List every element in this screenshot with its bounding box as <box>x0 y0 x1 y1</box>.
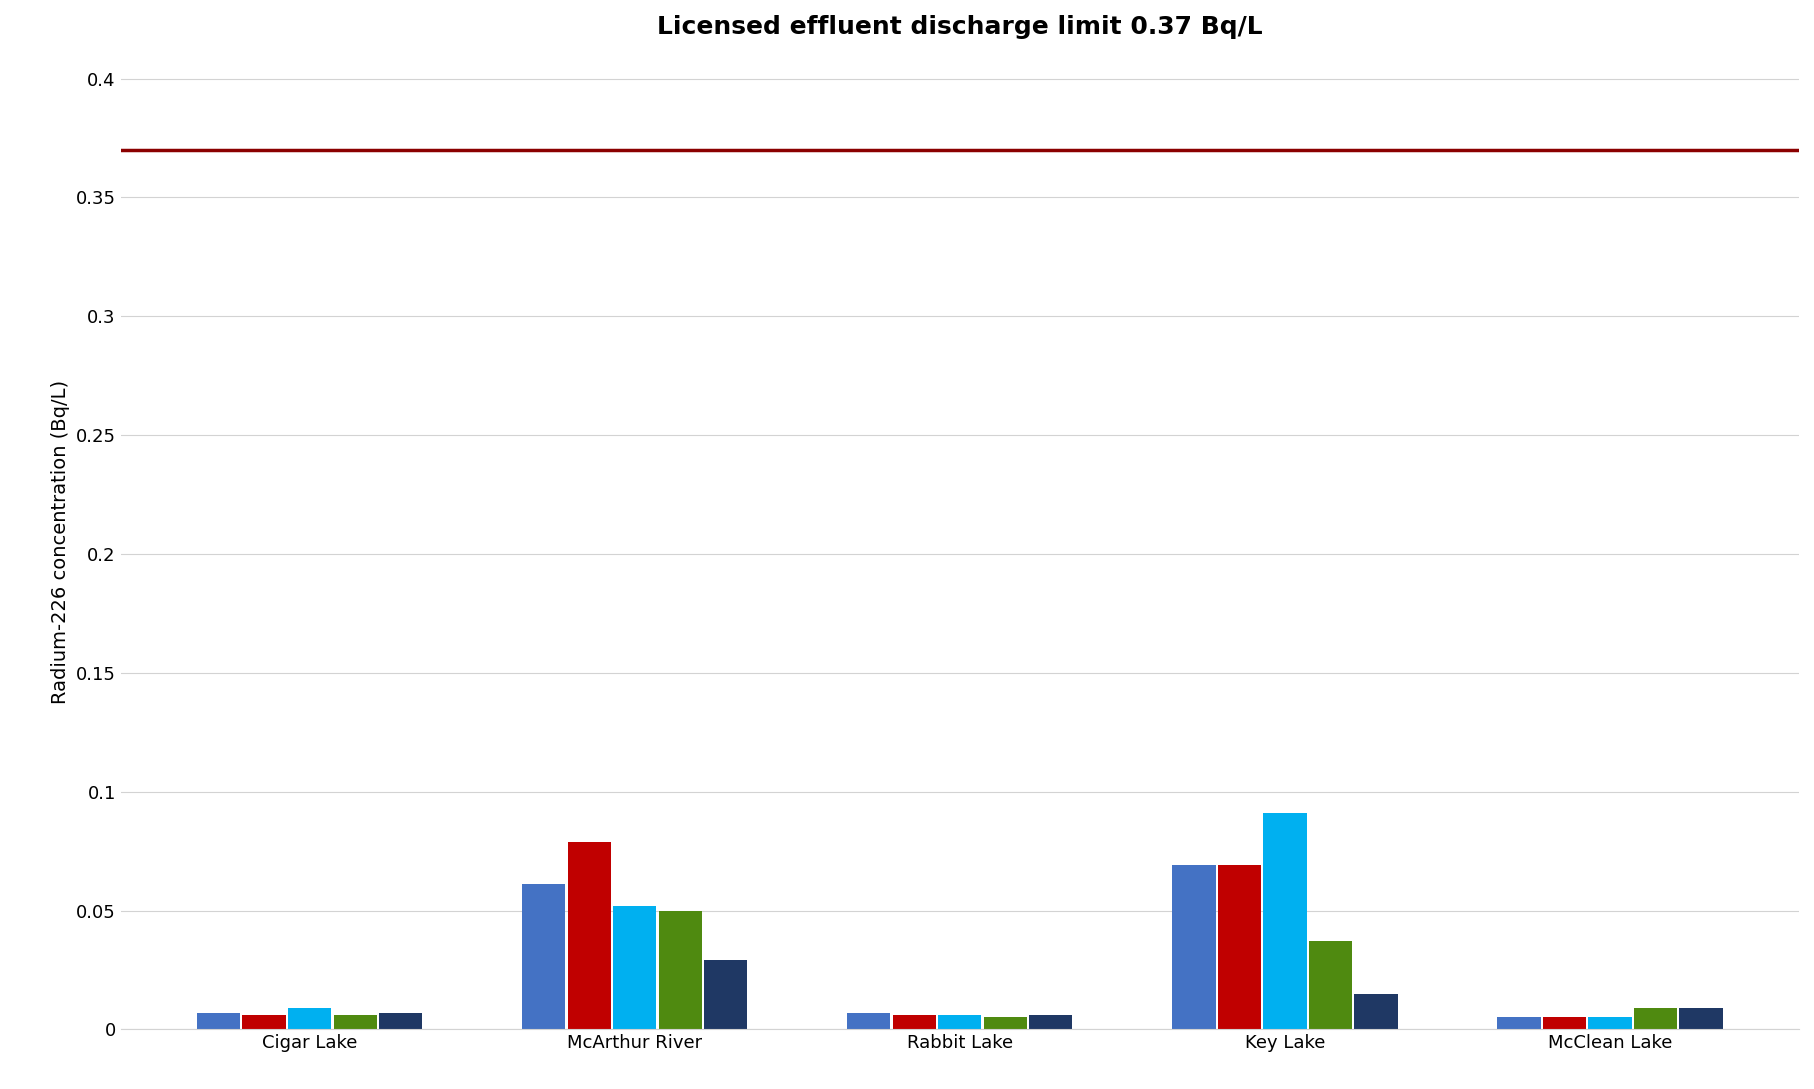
Bar <box>379 1013 423 1029</box>
Bar <box>522 884 566 1029</box>
Bar <box>1589 1017 1631 1029</box>
Bar <box>1029 1015 1072 1029</box>
Bar <box>1217 866 1261 1029</box>
Bar <box>1544 1017 1585 1029</box>
Y-axis label: Radium-226 concentration (Bq/L): Radium-226 concentration (Bq/L) <box>51 380 71 705</box>
Bar <box>938 1015 981 1029</box>
Bar <box>568 842 611 1029</box>
Title: Licensed effluent discharge limit 0.37 Bq/L: Licensed effluent discharge limit 0.37 B… <box>657 15 1263 39</box>
Bar <box>704 960 747 1029</box>
Bar <box>1634 1008 1678 1029</box>
Bar <box>1680 1008 1723 1029</box>
Bar <box>847 1013 891 1029</box>
Bar <box>288 1008 332 1029</box>
Bar <box>1497 1017 1540 1029</box>
Bar <box>892 1015 936 1029</box>
Bar <box>613 906 657 1029</box>
Bar <box>658 910 702 1029</box>
Bar <box>243 1015 287 1029</box>
Bar <box>1355 993 1397 1029</box>
Bar <box>198 1013 239 1029</box>
Bar <box>1172 866 1215 1029</box>
Bar <box>334 1015 377 1029</box>
Bar <box>1310 941 1351 1029</box>
Bar <box>1263 813 1306 1029</box>
Bar <box>983 1017 1027 1029</box>
